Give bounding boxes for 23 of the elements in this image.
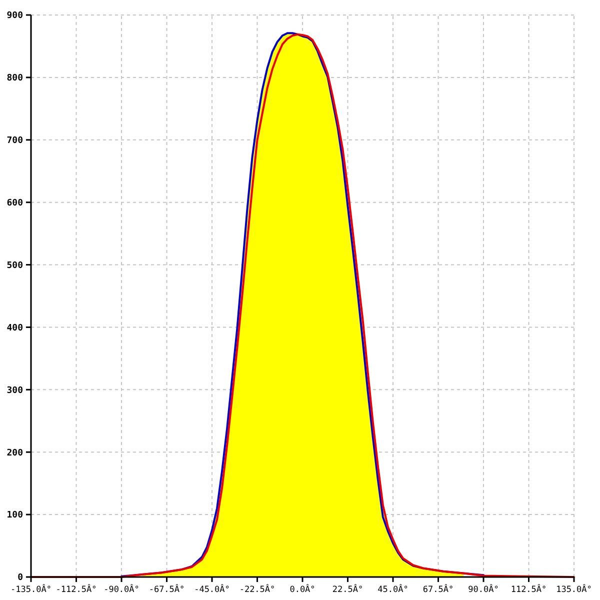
y-tick-label: 300 xyxy=(6,386,23,396)
x-tick-label: -90.0Â° xyxy=(104,584,140,595)
y-tick-label: 800 xyxy=(6,74,23,84)
x-tick-label: 45.0Â° xyxy=(378,584,408,595)
y-tick-label: 900 xyxy=(6,11,23,22)
x-tick-label: 67.5Â° xyxy=(422,584,454,595)
y-tick-label: 600 xyxy=(6,198,23,208)
x-tick-label: 0.0Â° xyxy=(290,584,316,595)
x-tick-label: -135.0Â° xyxy=(10,584,52,595)
y-tick-label: 200 xyxy=(6,448,23,458)
x-tick-label: 22.5Â° xyxy=(332,584,364,595)
x-tick-label: 112.5Â° xyxy=(510,584,547,595)
y-tick-label: 0 xyxy=(18,573,23,584)
x-tick-label: -45.0Â° xyxy=(194,584,230,595)
x-tick-label: -22.5Â° xyxy=(239,584,276,595)
y-tick-label: 400 xyxy=(6,323,23,334)
y-tick-label: 100 xyxy=(6,510,23,521)
y-tick-label: 500 xyxy=(6,260,23,271)
x-tick-label: 135.0Â° xyxy=(556,584,592,595)
x-tick-label: 90.0Â° xyxy=(468,584,499,595)
x-tick-label: -67.5Â° xyxy=(148,584,185,595)
x-tick-label: -112.5Â° xyxy=(56,584,97,595)
y-tick-label: 700 xyxy=(6,136,23,146)
